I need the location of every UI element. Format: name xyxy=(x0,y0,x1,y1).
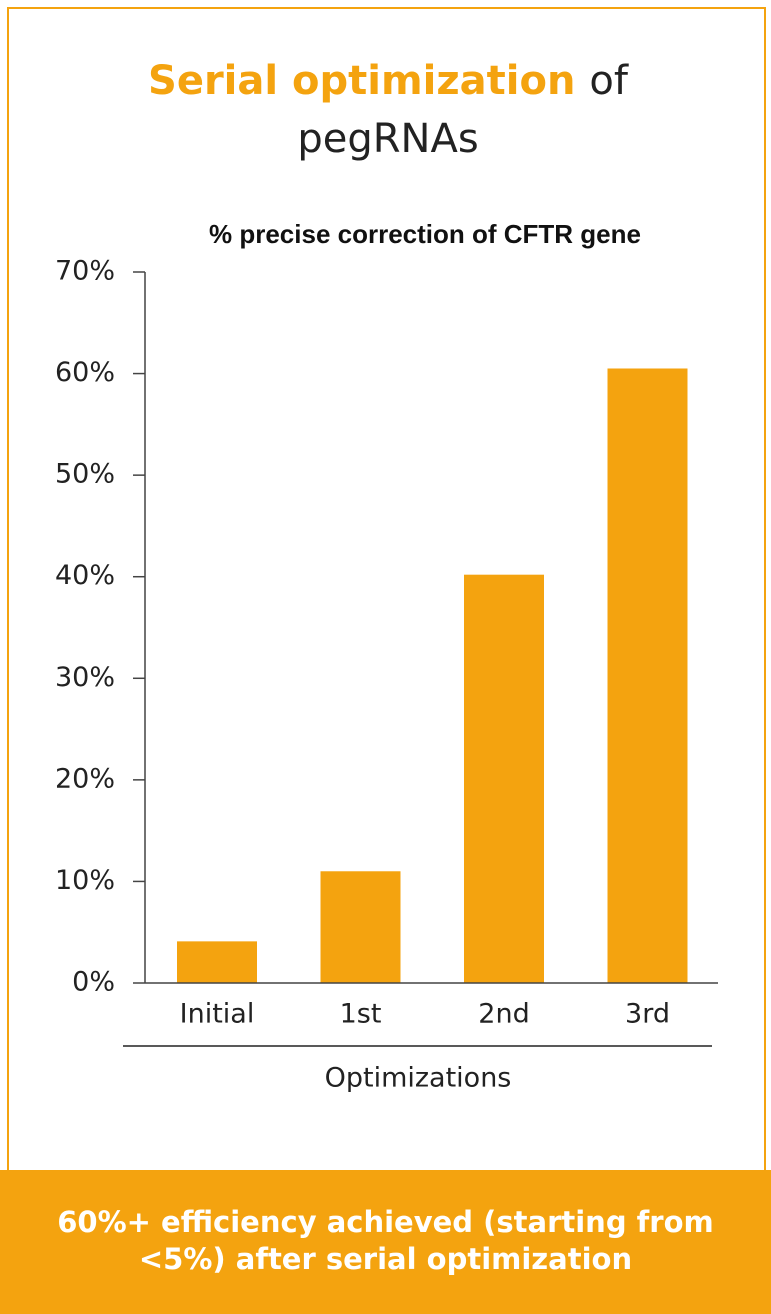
x-tick-label: 3rd xyxy=(625,999,670,1030)
chart-title: % precise correction of CFTR gene xyxy=(209,219,641,249)
x-axis-label: Optimizations xyxy=(325,1063,512,1094)
title-highlight: Serial optimization xyxy=(148,58,575,104)
x-tick-label: 1st xyxy=(340,999,382,1030)
bar xyxy=(464,574,544,983)
footer-line: 60%+ efficiency achieved (starting from xyxy=(57,1205,714,1239)
footer: 60%+ efficiency achieved (starting from <… xyxy=(0,1170,771,1314)
y-tick-label: 0% xyxy=(72,967,115,998)
y-tick-label: 70% xyxy=(55,256,115,287)
title-line2: pegRNAs xyxy=(297,116,478,162)
y-tick-label: 10% xyxy=(55,865,115,896)
y-tick-label: 50% xyxy=(55,459,115,490)
bar xyxy=(320,871,401,983)
x-tick-label: 2nd xyxy=(478,999,529,1030)
footer-line: <5%) after serial optimization xyxy=(138,1242,633,1276)
title-rest: of xyxy=(589,58,628,104)
x-tick-label: Initial xyxy=(180,999,255,1030)
bar xyxy=(607,368,688,983)
page-title: Serial optimization of xyxy=(148,58,629,104)
y-tick-label: 30% xyxy=(55,662,115,693)
y-tick-label: 40% xyxy=(55,560,115,591)
y-tick-label: 60% xyxy=(55,357,115,388)
bar xyxy=(177,941,257,983)
y-tick-label: 20% xyxy=(55,763,115,794)
